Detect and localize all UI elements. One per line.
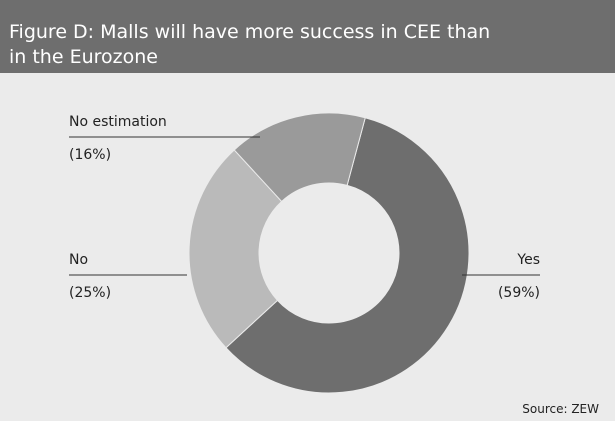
category-label: Yes	[516, 252, 540, 268]
header: Figure D: Malls will have more success i…	[0, 0, 615, 73]
value-label: (16%)	[69, 147, 111, 163]
chart-title: Figure D: Malls will have more success i…	[9, 21, 491, 68]
value-label: (59%)	[498, 285, 540, 301]
value-label: (25%)	[69, 285, 111, 301]
donut-segment	[188, 149, 283, 349]
donut-segment	[233, 112, 366, 203]
source: Source: ZEW	[522, 402, 599, 416]
category-label: No estimation	[69, 114, 167, 130]
category-label: No	[69, 252, 88, 268]
donut-segment	[225, 117, 470, 394]
